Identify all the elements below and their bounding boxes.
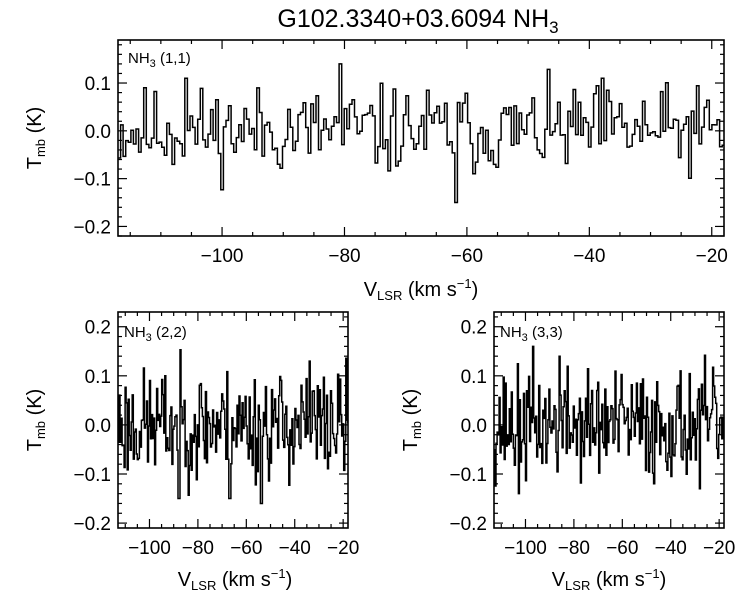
panel-frame bbox=[493, 311, 725, 529]
x-tick-label: −20 bbox=[696, 246, 728, 267]
x-tick-label: −20 bbox=[327, 538, 359, 559]
figure-title-sub: 3 bbox=[549, 18, 558, 37]
series-label: NH3 (2,2) bbox=[124, 324, 187, 344]
series-label: NH3 (3,3) bbox=[500, 324, 563, 344]
x-tick-label: −60 bbox=[451, 246, 483, 267]
axis-ticks: −100 −80 −60 −40 −20 −0.2 −0.1 0.0 0.1 0.2 bbox=[449, 312, 735, 559]
y-tick-label: −0.2 bbox=[73, 514, 111, 535]
axis-ticks: −100 −80 −60 −40 −20 −0.2 −0.1 0.0 0.1 bbox=[73, 40, 728, 267]
y-tick-label: 0.2 bbox=[85, 318, 111, 339]
y-axis-label: Tmb (K) bbox=[24, 107, 48, 170]
panel-frame bbox=[117, 39, 725, 237]
x-tick-label: −100 bbox=[504, 538, 547, 559]
x-tick-label: −80 bbox=[558, 538, 590, 559]
y-tick-label: 0.0 bbox=[85, 416, 111, 437]
x-tick-label: −80 bbox=[328, 246, 360, 267]
figure-title-main: G102.3340+03.6094 NH bbox=[277, 5, 549, 33]
y-tick-label: −0.1 bbox=[449, 465, 487, 486]
x-axis-label: VLSR (km s−1) bbox=[178, 566, 293, 593]
y-tick-label: −0.2 bbox=[73, 217, 111, 238]
spectrum-line bbox=[118, 63, 724, 204]
series-label: NH3 (1,1) bbox=[128, 50, 191, 70]
x-tick-label: −100 bbox=[128, 538, 171, 559]
y-tick-label: −0.2 bbox=[449, 514, 487, 535]
y-axis-label: Tmb (K) bbox=[24, 389, 48, 452]
y-tick-label: 0.2 bbox=[461, 318, 487, 339]
x-axis-label: VLSR (km s−1) bbox=[552, 566, 667, 593]
y-tick-label: 0.1 bbox=[85, 74, 111, 95]
x-tick-label: −80 bbox=[182, 538, 214, 559]
y-tick-label: 0.1 bbox=[85, 367, 111, 388]
x-tick-label: −100 bbox=[201, 246, 244, 267]
panel-nh3-33: −100 −80 −60 −40 −20 −0.2 −0.1 0.0 0.1 0.2 NH3 (3… bbox=[400, 311, 735, 593]
figure-title: G102.3340+03.6094 NH3 bbox=[277, 5, 558, 37]
y-tick-label: 0.0 bbox=[461, 416, 487, 437]
y-tick-label: −0.1 bbox=[73, 170, 111, 191]
spectrum-line bbox=[494, 345, 725, 495]
spectrum-line bbox=[118, 348, 349, 505]
panel-nh3-22: −100 −80 −60 −40 −20 −0.2 −0.1 0.0 0.1 0.2 NH3 (2… bbox=[24, 311, 359, 593]
x-tick-label: −40 bbox=[655, 538, 687, 559]
axis-ticks: −100 −80 −60 −40 −20 −0.2 −0.1 0.0 0.1 0.2 bbox=[73, 312, 359, 559]
x-tick-label: −40 bbox=[279, 538, 311, 559]
x-tick-label: −60 bbox=[606, 538, 638, 559]
y-tick-label: 0.0 bbox=[85, 122, 111, 143]
x-tick-label: −40 bbox=[573, 246, 605, 267]
x-axis-label: VLSR (km s−1) bbox=[364, 276, 479, 303]
y-axis-label: Tmb (K) bbox=[400, 389, 424, 452]
panel-nh3-11: −100 −80 −60 −40 −20 −0.2 −0.1 0.0 0.1 NH3 (1,1)… bbox=[24, 39, 728, 303]
y-tick-label: 0.1 bbox=[461, 367, 487, 388]
x-tick-label: −20 bbox=[703, 538, 735, 559]
x-tick-label: −60 bbox=[230, 538, 262, 559]
y-tick-label: −0.1 bbox=[73, 465, 111, 486]
